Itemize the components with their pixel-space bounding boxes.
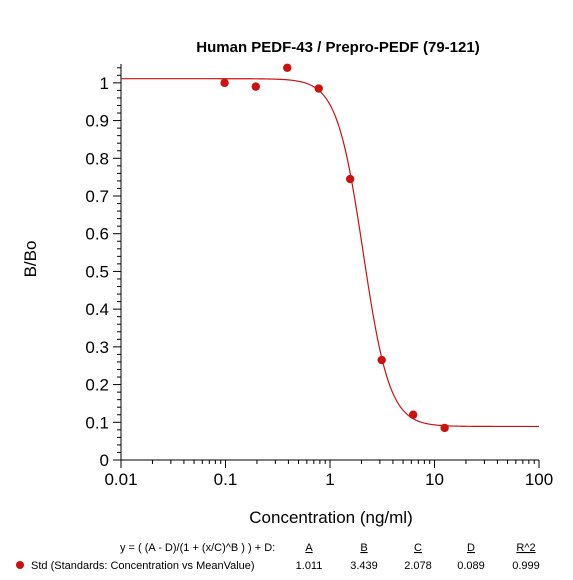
y-tick-label: 0.1: [85, 413, 109, 432]
plot-frame: [120, 64, 539, 461]
fit-curve-line: [121, 78, 539, 428]
param-value: 2.078: [404, 560, 432, 572]
param-header: B: [360, 542, 367, 554]
data-point: [251, 82, 261, 91]
legend: A 1.011 B 3.439 C 2.078 D 0.089 R^2 0.999 Std (Sta…: [16, 542, 540, 572]
y-tick-label: 0: [100, 451, 109, 470]
data-points: [220, 63, 449, 433]
param-value: 1.011: [296, 560, 323, 572]
fit-equation: y = ( (A - D)/(1 + (x/C)^B ) ) + D:: [120, 542, 275, 554]
x-axis-ticks: 0.01 0.1 1 10 100: [104, 460, 553, 489]
y-tick-label: 1: [100, 74, 109, 93]
data-point: [377, 355, 386, 365]
fit-curve: [121, 78, 539, 428]
legend-label: Std (Standards: Concentration vs MeanVal…: [31, 560, 255, 572]
chart-title: Human PEDF-43 / Prepro-PEDF (79-121): [196, 39, 479, 56]
y-tick-label: 0.6: [85, 225, 109, 244]
y-tick-label: 0.5: [85, 262, 109, 281]
legend-marker: [16, 561, 24, 569]
data-point: [283, 63, 292, 72]
x-tick-label: 0.1: [214, 470, 238, 489]
x-tick-label: 0.01: [104, 470, 137, 489]
data-point: [345, 174, 355, 184]
param-value: 3.439: [350, 560, 378, 572]
x-tick-label: 100: [525, 470, 553, 489]
data-point: [314, 84, 323, 93]
x-axis-label: Concentration (ng/ml): [249, 508, 412, 527]
param-value: 0.999: [512, 560, 540, 572]
y-tick-label: 0.9: [85, 112, 109, 131]
y-tick-label: 0.3: [85, 338, 109, 357]
data-point: [408, 410, 418, 419]
param-header: C: [414, 542, 422, 554]
y-tick-label: 0.8: [85, 149, 109, 168]
param-header: D: [467, 542, 475, 554]
param-header: A: [305, 542, 313, 554]
y-tick-label: 0.4: [85, 300, 109, 319]
x-tick-label: 10: [425, 470, 444, 489]
y-tick-label: 0.2: [85, 376, 109, 395]
param-value: 0.089: [457, 560, 485, 572]
data-point: [440, 423, 449, 433]
y-axis-ticks: 0 0.1 0.2 0.3 0.4 0.5 0.6 0.7 0.8 0.9 1: [85, 67, 121, 470]
data-point: [220, 78, 229, 88]
param-header: R^2: [516, 542, 535, 554]
y-axis-label: B/Bo: [21, 241, 40, 278]
x-tick-label: 1: [325, 470, 334, 489]
y-tick-label: 0.7: [85, 187, 109, 206]
